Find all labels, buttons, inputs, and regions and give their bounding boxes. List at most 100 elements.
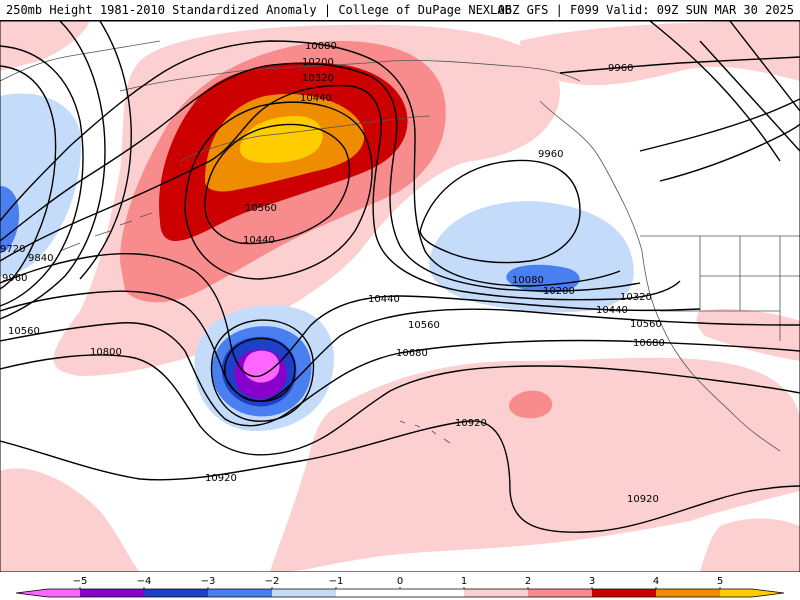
contour-10320	[0, 84, 681, 301]
contour-10680	[0, 322, 800, 427]
anomaly-plus5	[239, 116, 323, 163]
contour-ne-4	[729, 21, 800, 112]
colorbar-swatch	[464, 589, 528, 597]
contour-label: 9840	[28, 253, 53, 264]
colorbar-tick: −3	[201, 576, 216, 587]
contour-label: 10920	[627, 494, 659, 505]
contour-10800	[0, 354, 800, 456]
contour-9960-ne	[559, 56, 800, 74]
contour-10440-south	[0, 252, 701, 378]
contour-label: 10680	[633, 338, 665, 349]
positive-anomaly-shading	[0, 21, 800, 572]
colorbar-tick: 3	[589, 576, 595, 587]
colorbar-tick: 4	[653, 576, 659, 587]
contour-west-3	[0, 21, 106, 320]
colorbar-swatches	[15, 588, 785, 598]
anomaly-plus1-southeast-corner	[700, 518, 800, 572]
contour-label: 9960	[608, 63, 633, 74]
colorbar-swatch	[592, 589, 656, 597]
coastline-alaska-north	[119, 60, 581, 92]
colorbar-swatch	[336, 589, 464, 597]
colorbar-tick-marks	[79, 587, 721, 589]
anomaly-plus1-southwest	[0, 468, 140, 572]
colorbar-outline	[15, 588, 785, 598]
colorbar-swatch	[656, 589, 720, 597]
contour-label: 10920	[205, 473, 237, 484]
colorbar-swatch-arrow-left	[16, 589, 48, 597]
colorbar-swatch	[80, 589, 144, 597]
colorbar-swatch	[528, 589, 592, 597]
contour-10920	[0, 420, 800, 533]
colorbar-tick: 2	[525, 576, 531, 587]
model-run-info: 06Z GFS | F099 Valid: 09Z SUN MAR 30 202…	[497, 3, 794, 17]
contour-label: 10080	[305, 41, 337, 52]
coastline-us-west	[641, 250, 781, 452]
contour-label: 10440	[243, 235, 275, 246]
anomaly-minus1-west	[0, 93, 81, 276]
colorbar-tick: −2	[265, 576, 280, 587]
contour-label: 10320	[620, 292, 652, 303]
contour-label: 10560	[245, 203, 277, 214]
colorbar-swatch	[272, 589, 336, 597]
contour-label: 10200	[543, 286, 575, 297]
colorbar-tick: −1	[329, 576, 344, 587]
contour-label: 10200	[302, 57, 334, 68]
coastline-alaska-south	[179, 115, 431, 162]
contour-west-2	[0, 45, 84, 307]
contour-label: 10440	[596, 305, 628, 316]
contour-ne-5	[649, 21, 781, 162]
contour-9960-east	[419, 159, 581, 264]
negative-anomaly-shading	[0, 93, 634, 431]
colorbar-swatch	[208, 589, 272, 597]
contour-10560-south	[0, 290, 800, 402]
contour-label: 10560	[408, 320, 440, 331]
colorbar-swatch	[720, 589, 752, 597]
colorbar: −5 −4 −3 −2 −1 0 1 2 3 4 5	[0, 572, 800, 600]
coastline-british-columbia	[539, 100, 643, 252]
product-title: 250mb Height 1981-2010 Standardized Anom…	[6, 3, 512, 17]
anomaly-minus2-west	[0, 186, 20, 253]
contour-label-group: 10080 10200 10320 10440 10560 10440 9960…	[0, 41, 665, 505]
contour-10440-north	[184, 101, 373, 280]
colorbar-swatch	[48, 589, 80, 597]
anomaly-minus1-gulf	[429, 201, 634, 313]
contour-label: 10320	[302, 73, 334, 84]
coastlines	[0, 40, 800, 452]
contour-ne-2	[659, 123, 800, 182]
contour-west-4	[79, 21, 132, 280]
contour-label: 10440	[368, 294, 400, 305]
contour-label: 10800	[90, 347, 122, 358]
colorbar-swatch-arrow-right	[752, 589, 784, 597]
contour-label: 10080	[512, 275, 544, 286]
contour-label: 10440	[300, 93, 332, 104]
contour-label: 10920	[455, 418, 487, 429]
contour-label: 9960	[2, 273, 27, 284]
contour-pacific-low-2	[210, 319, 315, 422]
anomaly-plus2-cell	[508, 390, 553, 419]
contour-10560-north	[204, 123, 351, 245]
anomaly-plus1-west	[0, 21, 90, 71]
contour-label: 10680	[396, 348, 428, 359]
aleutian-islands	[59, 212, 153, 252]
state-boundaries	[660, 236, 800, 341]
hawaiian-islands	[399, 420, 451, 444]
anomaly-minus5-pacific	[243, 350, 280, 383]
colorbar-swatch	[144, 589, 208, 597]
colorbar-tick-labels: −5 −4 −3 −2 −1 0 1 2 3 4 5	[73, 576, 724, 587]
colorbar-tick: 5	[717, 576, 723, 587]
anomaly-map: 10080 10200 10320 10440 10560 10440 9960…	[0, 21, 800, 572]
height-contours	[0, 21, 800, 533]
colorbar-tick: 0	[397, 576, 403, 587]
title-bar: 250mb Height 1981-2010 Standardized Anom…	[0, 0, 800, 21]
contour-10200	[0, 62, 641, 292]
contour-label: 9960	[538, 149, 563, 160]
colorbar-tick: −4	[137, 576, 152, 587]
contour-10080	[0, 40, 621, 287]
contour-label: 10560	[8, 326, 40, 337]
anomaly-plus1-southeast	[696, 309, 800, 361]
colorbar-tick: −5	[73, 576, 88, 587]
anomaly-plus1-south	[270, 357, 800, 572]
colorbar-tick: 1	[461, 576, 467, 587]
contour-label: 9720	[0, 244, 25, 255]
